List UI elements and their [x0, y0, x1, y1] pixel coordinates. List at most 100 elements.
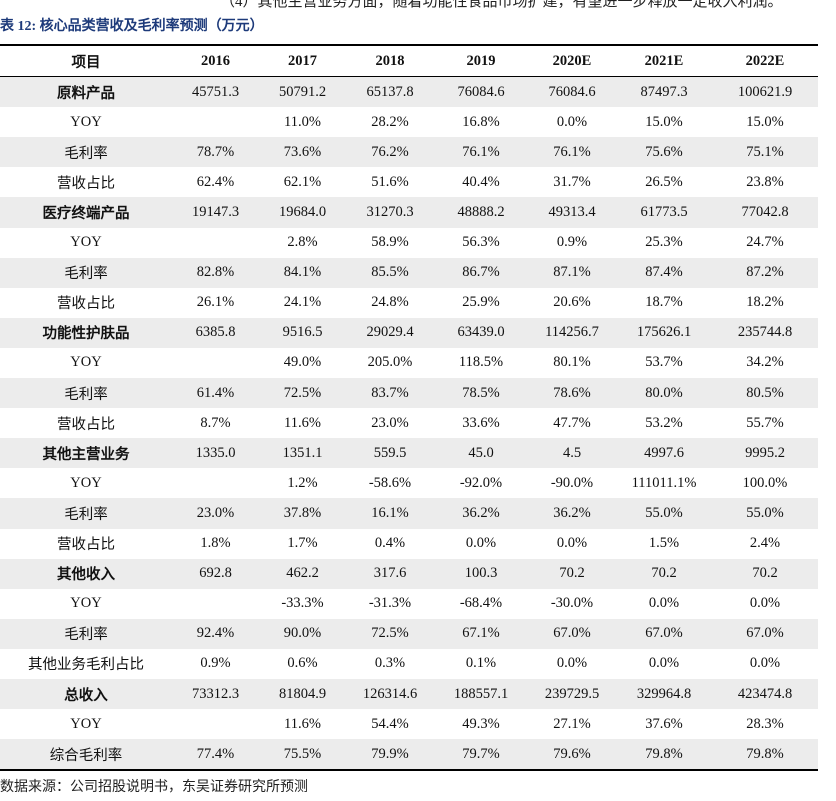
header-cell: 2016	[201, 52, 230, 69]
cell: 31270.3	[366, 204, 414, 221]
forecast-table: 项目 2016 2017 2018 2019 2020E 2021E 2022E 原料产品 45…	[0, 44, 818, 771]
row-label: 医疗终端产品	[42, 206, 130, 223]
row-label: 毛利率	[64, 266, 108, 283]
cell: 111011.1%	[631, 474, 697, 491]
cell: 0.3%	[374, 655, 406, 672]
table-row: 营收占比 26.1% 24.1% 24.8% 25.9% 20.6% 18.7% 18.2%	[0, 288, 818, 318]
cell: 37.8%	[283, 504, 322, 521]
header-cell: 2019	[466, 52, 496, 69]
cell: 0.6%	[287, 655, 318, 672]
table-row: 功能性护肤品 6385.8 9516.5 29029.4 63439.0 114256.7…	[0, 317, 818, 348]
cell: 78.7%	[196, 143, 235, 160]
cell: 53.7%	[645, 354, 683, 371]
cell: 1351.1	[282, 444, 323, 461]
cell: 8.7%	[200, 414, 231, 431]
table-row: 毛利率 82.8% 84.1% 85.5% 86.7% 87.1% 87.4% 87.2%	[0, 257, 818, 288]
cell: -31.3%	[368, 595, 412, 612]
cell: 77042.8	[741, 204, 789, 221]
cell: 62.4%	[196, 173, 235, 190]
cell: 23.8%	[746, 173, 784, 190]
table-row: YOY 11.0% 28.2% 16.8% 0.0% 15.0% 15.0%	[0, 107, 818, 137]
cell: 31.7%	[553, 173, 591, 190]
cell: 75.1%	[746, 143, 784, 160]
cell: 90.0%	[283, 625, 322, 642]
table-row: YOY 49.0% 205.0% 118.5% 80.1% 53.7% 34.2%	[0, 348, 818, 378]
cell: 36.2%	[553, 504, 591, 521]
cell: 2.4%	[749, 535, 781, 552]
cell: 4997.6	[644, 444, 684, 461]
cell: 23.0%	[371, 414, 409, 431]
cell: 4.5	[562, 444, 582, 461]
cell: 55.0%	[645, 504, 683, 521]
table-row: 其他收入 692.8 462.2 317.6 100.3 70.2 70.2 70.2	[0, 558, 818, 589]
cell: -68.4%	[459, 595, 503, 612]
header-cell: 2017	[288, 52, 317, 69]
cell: 24.8%	[371, 294, 409, 311]
cell: 28.3%	[746, 715, 784, 732]
cell: 23.0%	[196, 504, 235, 521]
cell: 1.5%	[648, 535, 680, 552]
cell: 67.0%	[746, 625, 784, 642]
cell: 20.6%	[553, 294, 591, 311]
cell: 16.8%	[462, 113, 500, 130]
cell: 76.1%	[462, 143, 500, 160]
table-row: 营收占比 8.7% 11.6% 23.0% 33.6% 47.7% 53.2% 55.7%	[0, 408, 818, 438]
cell: 72.5%	[283, 384, 322, 401]
cell: 65137.8	[366, 83, 414, 100]
cell: 58.9%	[371, 234, 409, 251]
cell: 24.7%	[746, 234, 784, 251]
cell: 205.0%	[367, 354, 413, 371]
cell: -30.0%	[550, 595, 594, 612]
cell	[172, 589, 259, 619]
cell: 18.7%	[645, 294, 683, 311]
header-cell: 2020E	[552, 52, 592, 69]
cell: 85.5%	[371, 264, 409, 281]
cell: 0.0%	[556, 535, 588, 552]
row-label: 毛利率	[64, 627, 108, 644]
cell: 1.8%	[200, 535, 231, 552]
row-label: 总收入	[64, 687, 108, 704]
cell: 29029.4	[366, 324, 414, 341]
cell: 9516.5	[282, 324, 323, 341]
cell: 49313.4	[548, 204, 596, 221]
cell: 61773.5	[640, 204, 688, 221]
cell: 28.2%	[371, 113, 409, 130]
cell: 175626.1	[636, 324, 692, 341]
cell: 84.1%	[283, 264, 322, 281]
cell: 67.1%	[462, 625, 500, 642]
table-row: 原料产品 45751.3 50791.2 65137.8 76084.6 76084.6 8…	[0, 76, 818, 108]
cell: 0.9%	[200, 655, 231, 672]
cell: 235744.8	[737, 324, 793, 341]
cell: 26.5%	[645, 173, 683, 190]
cell: 423474.8	[737, 685, 793, 702]
cell: 78.6%	[553, 384, 591, 401]
cell: 55.0%	[746, 504, 784, 521]
cell: 87.2%	[746, 264, 784, 281]
cell: 79.8%	[645, 745, 683, 762]
table-row: 综合毛利率 77.4% 75.5% 79.9% 79.7% 79.6% 79.8% 79.8%	[0, 739, 818, 771]
row-label: 毛利率	[64, 145, 108, 162]
cell: 75.5%	[283, 745, 322, 762]
cell: 82.8%	[196, 264, 235, 281]
table-row: YOY 1.2% -58.6% -92.0% -90.0% 111011.1% 100.0%	[0, 468, 818, 498]
table-row: 其他业务毛利占比 0.9% 0.6% 0.3% 0.1% 0.0% 0.0% 0.0%	[0, 649, 818, 679]
table-row: 毛利率 78.7% 73.6% 76.2% 76.1% 76.1% 75.6% 75.1%	[0, 137, 818, 168]
cell: 11.6%	[284, 715, 321, 732]
cell: 1335.0	[195, 444, 236, 461]
cell: 76084.6	[548, 83, 596, 100]
row-label: 其他收入	[57, 567, 115, 584]
cell: 126314.6	[362, 685, 418, 702]
row-label: YOY	[70, 234, 102, 251]
table-body: 原料产品 45751.3 50791.2 65137.8 76084.6 76084.6 8…	[0, 76, 818, 771]
cell: 27.1%	[553, 715, 591, 732]
cell: 100.3	[464, 565, 498, 582]
cell: 61.4%	[196, 384, 235, 401]
table-row: 营收占比 62.4% 62.1% 51.6% 40.4% 31.7% 26.5% 23.8%	[0, 167, 818, 197]
cell: 118.5%	[458, 354, 504, 371]
cell: 80.0%	[645, 384, 683, 401]
cell: 19147.3	[191, 204, 240, 221]
table-row: 医疗终端产品 19147.3 19684.0 31270.3 48888.2 49313.…	[0, 197, 818, 228]
cell: 80.1%	[553, 354, 591, 371]
cell: 36.2%	[462, 504, 500, 521]
row-label: YOY	[70, 113, 102, 130]
